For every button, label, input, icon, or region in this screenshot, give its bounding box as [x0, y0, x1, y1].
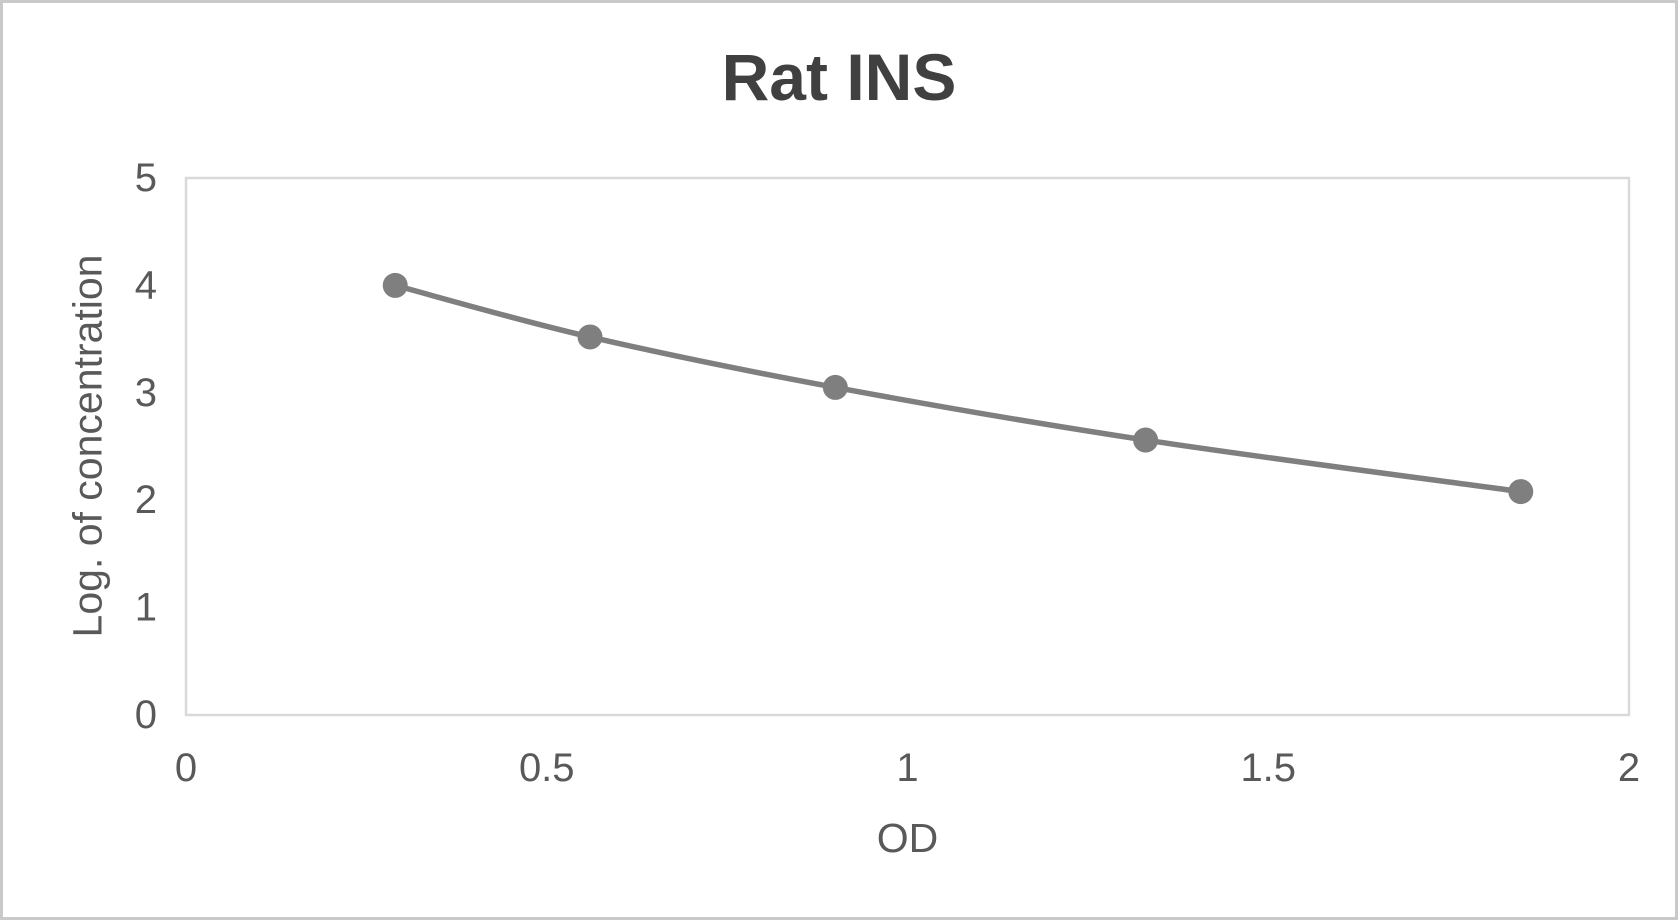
data-point-marker — [1133, 427, 1159, 453]
y-tick-label: 1 — [135, 586, 157, 630]
y-tick-label: 0 — [135, 693, 157, 737]
x-axis-title: OD — [876, 815, 939, 861]
series-line — [392, 282, 1524, 495]
chart-title: Rat INS — [721, 40, 957, 114]
x-tick-label: 0 — [175, 746, 197, 790]
y-tick-label: 2 — [135, 478, 157, 522]
y-tick-label: 4 — [135, 263, 157, 307]
data-point-marker — [577, 324, 603, 350]
x-tick-label: 0.5 — [519, 746, 575, 790]
data-point-marker — [822, 374, 848, 400]
plot-area: 0 1 2 3 4 5 0 0.5 1 1.5 2 — [135, 156, 1640, 790]
y-tick-label: 5 — [135, 156, 157, 200]
plot-border — [184, 176, 1631, 717]
x-tick-label: 1 — [896, 746, 918, 790]
y-tick-label: 3 — [135, 371, 157, 415]
x-tick-label: 1.5 — [1240, 746, 1296, 790]
y-axis-title-text: Log. of concentration — [64, 254, 111, 638]
x-tick-label: 2 — [1618, 746, 1640, 790]
data-point-marker — [382, 272, 408, 298]
data-point-marker — [1508, 479, 1534, 505]
